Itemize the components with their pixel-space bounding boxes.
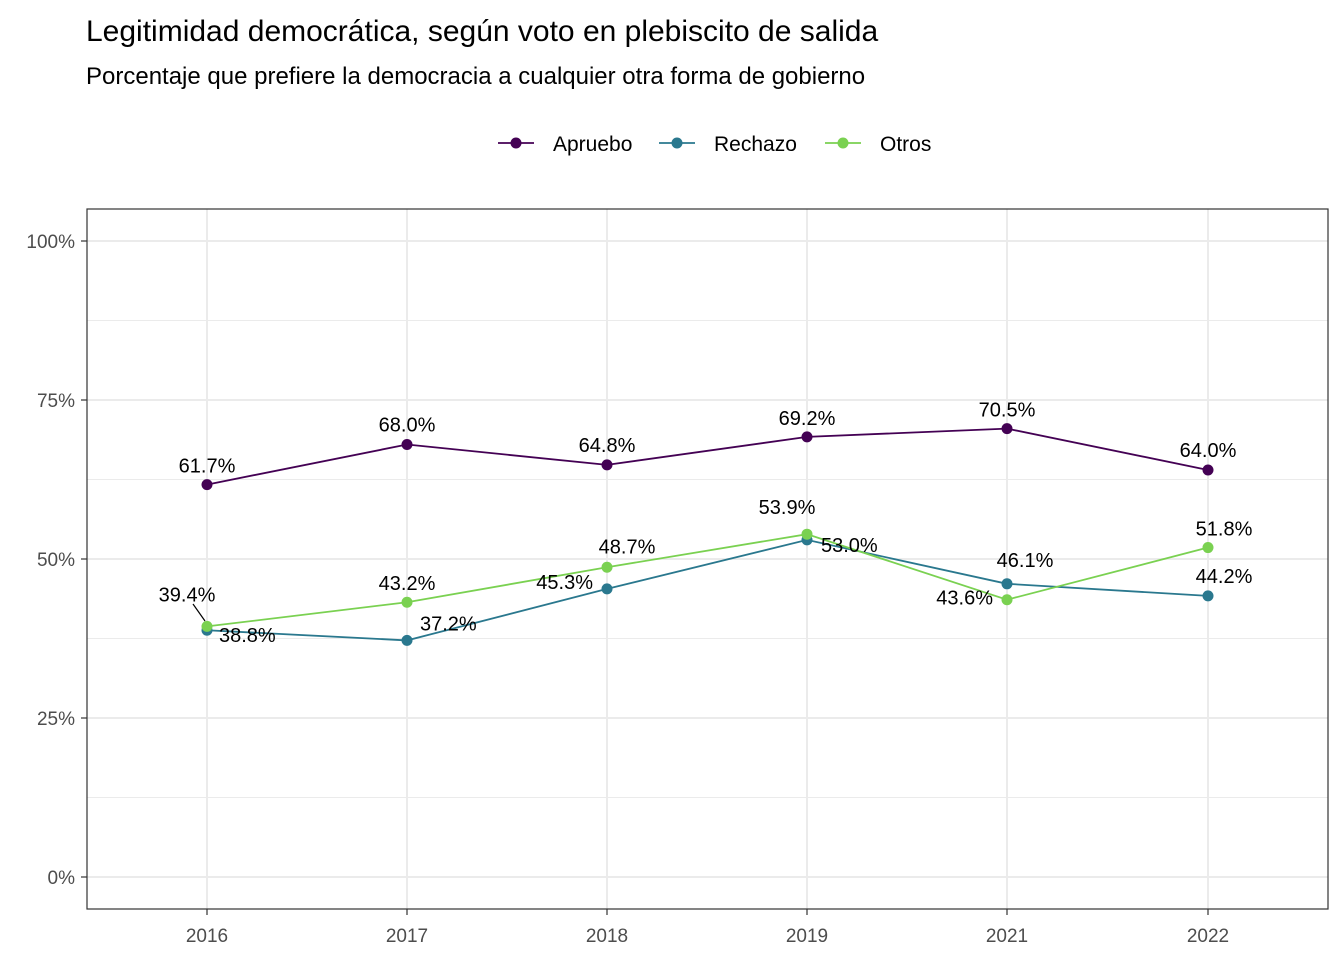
point-otros (601, 561, 613, 573)
point-apruebo (601, 459, 613, 471)
data-label-rechazo: 46.1% (997, 550, 1054, 572)
grid (87, 209, 1328, 909)
data-label-apruebo: 70.5% (979, 400, 1036, 422)
data-label-rechazo: 53.0% (821, 535, 878, 557)
series-line-otros (206, 533, 1209, 628)
data-label-otros: 43.6% (936, 588, 993, 610)
legend-label-rechazo: Rechazo (714, 133, 797, 156)
point-otros (1202, 542, 1214, 554)
legend-label-apruebo: Apruebo (553, 133, 632, 156)
legend-key-point-otros (837, 137, 849, 149)
y-tick-label: 75% (37, 391, 75, 412)
point-rechazo (401, 634, 413, 646)
x-tick-label: 2021 (986, 926, 1028, 947)
chart-title: Legitimidad democrática, según voto en p… (86, 15, 878, 48)
data-label-apruebo: 61.7% (179, 456, 236, 478)
point-apruebo (1001, 423, 1013, 435)
legend: Apruebo Rechazo Otros (498, 133, 931, 156)
point-otros (801, 528, 813, 540)
data-label-otros: 43.2% (379, 573, 436, 595)
legend-label-otros: Otros (880, 133, 931, 156)
y-tick-label: 25% (37, 709, 75, 730)
x-tick-label: 2017 (386, 926, 428, 947)
x-tick-label: 2019 (786, 926, 828, 947)
point-otros (201, 620, 213, 632)
chart-subtitle: Porcentaje que prefiere la democracia a … (86, 63, 865, 90)
data-label-apruebo: 64.0% (1180, 440, 1237, 462)
data-labels: 61.7% 68.0% 64.8% 69.2% 70.5% 64.0% 38.8% 37.2%… (159, 400, 1253, 648)
y-tick-label: 50% (37, 550, 75, 571)
data-label-rechazo: 37.2% (420, 613, 477, 635)
data-label-apruebo: 64.8% (579, 435, 636, 457)
point-apruebo (1202, 464, 1214, 476)
data-label-otros: 51.8% (1196, 519, 1253, 541)
data-label-rechazo: 44.2% (1196, 566, 1253, 588)
point-apruebo (801, 431, 813, 443)
x-tick-label: 2018 (586, 926, 628, 947)
data-label-apruebo: 69.2% (779, 408, 836, 430)
series-line-apruebo (206, 427, 1209, 486)
panel-border (86, 208, 1329, 910)
data-label-otros: 39.4% (159, 584, 216, 606)
point-otros (1001, 594, 1013, 606)
data-label-rechazo: 38.8% (219, 625, 276, 647)
point-rechazo (1001, 578, 1013, 590)
point-rechazo (1202, 590, 1214, 602)
point-apruebo (401, 439, 413, 451)
y-tick-label: 100% (26, 232, 75, 253)
legend-key-point-rechazo (671, 137, 683, 149)
axes: 0% 25% 50% 75% 100% 2016 2017 2018 2019 2021 2022 (26, 232, 1229, 947)
x-tick-label: 2022 (1187, 926, 1229, 947)
label-leader-line (192, 603, 206, 622)
data-label-apruebo: 68.0% (379, 415, 436, 437)
point-apruebo (201, 479, 213, 491)
point-otros (401, 596, 413, 608)
data-label-otros: 48.7% (599, 536, 656, 558)
series-lines (206, 427, 1209, 642)
data-label-otros: 53.9% (759, 497, 816, 519)
series-line-rechazo (206, 538, 1209, 642)
x-tick-label: 2016 (186, 926, 228, 947)
y-tick-label: 0% (48, 868, 76, 889)
series-points (201, 423, 1214, 646)
legend-key-point-apruebo (510, 137, 522, 149)
point-rechazo (601, 583, 613, 595)
data-label-rechazo: 45.3% (536, 572, 593, 594)
